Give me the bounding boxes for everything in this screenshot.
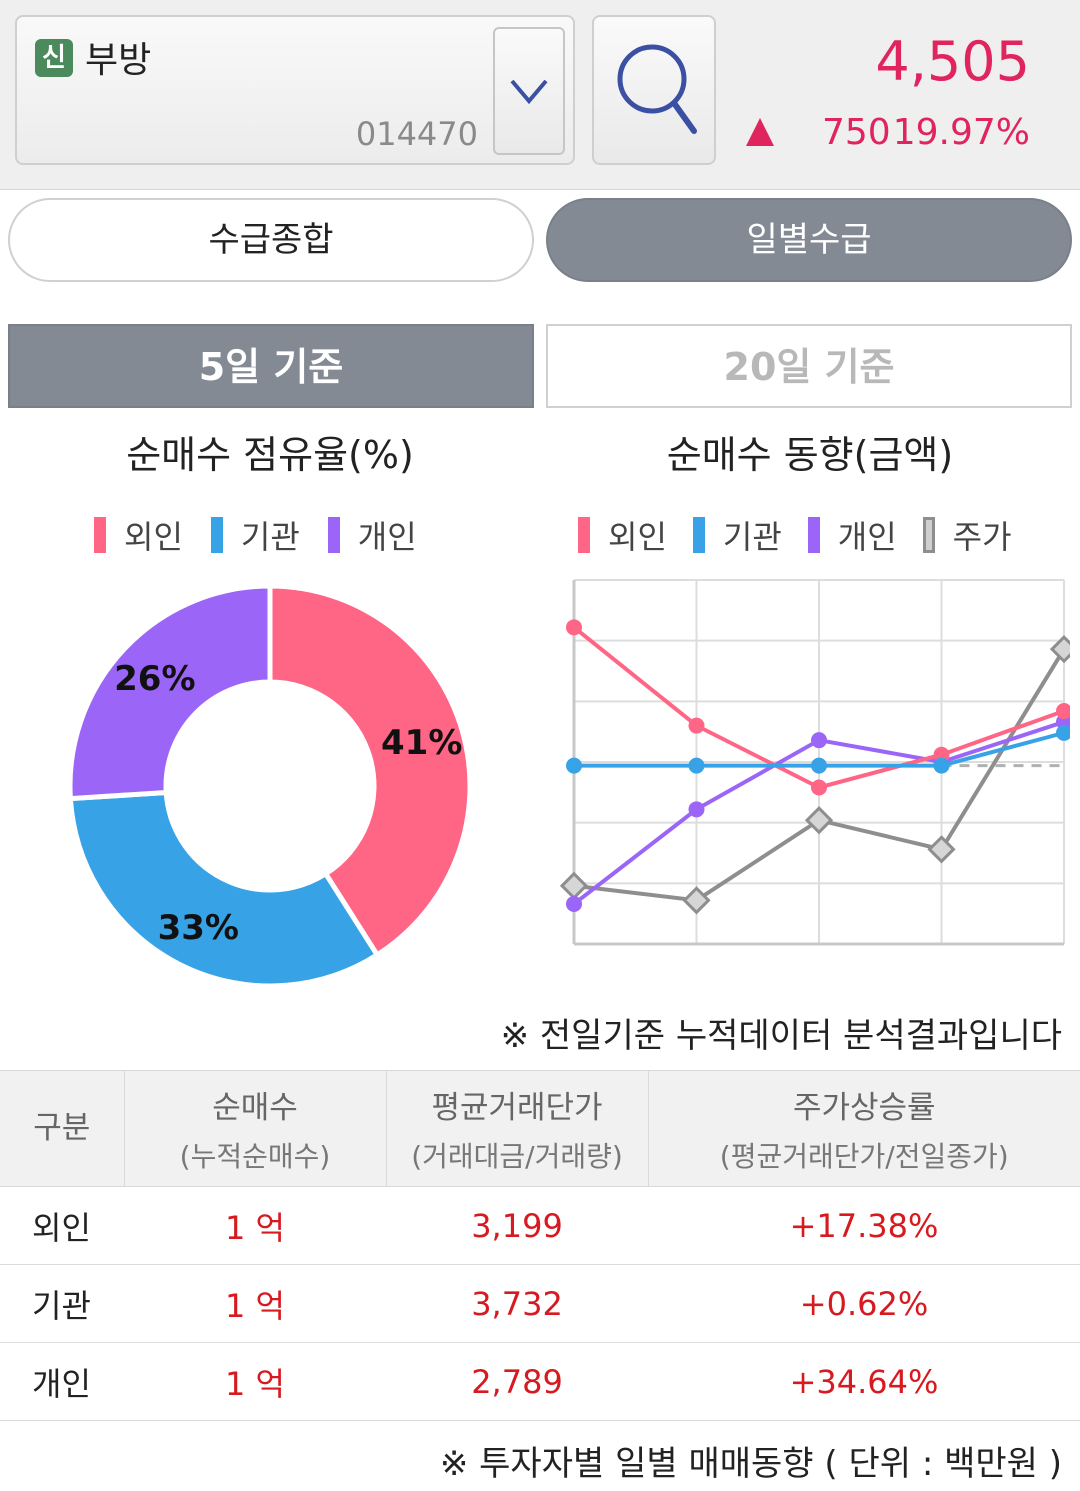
legend-swatch-stock-price [922, 517, 935, 553]
slice-institution [67, 789, 381, 989]
row-price-rate: +0.62% [648, 1264, 1080, 1343]
tab-5-day[interactable]: 5일 기준 [8, 324, 534, 408]
row-net-buy: 1 억 [124, 1342, 386, 1421]
price-change-rate: 19.97% [892, 112, 1030, 153]
legend-item-individual: 개인 [327, 512, 417, 558]
current-price: 4,505 [875, 30, 1030, 93]
slice-individual [67, 583, 273, 802]
data-point [927, 835, 956, 864]
table-row: 기관 1 억 3,732 +0.62% [0, 1264, 1080, 1343]
slice-label: 41% [381, 723, 462, 763]
legend-item-individual: 개인 [807, 512, 897, 558]
legend-swatch-foreign [578, 517, 590, 553]
data-point [811, 757, 827, 774]
data-point [804, 806, 834, 835]
trend-chart-title: 순매수 동향(금액) [666, 433, 954, 477]
legend-label: 기관 [722, 518, 782, 556]
row-avg-price: 2,789 [386, 1342, 648, 1421]
data-point [1049, 635, 1070, 664]
slice-label: 33% [158, 908, 239, 948]
row-net-buy: 1 억 [124, 1264, 386, 1343]
price-change: 750 [822, 112, 891, 153]
data-point [1056, 724, 1070, 741]
table-row: 개인 1 억 2,789 +34.64% [0, 1342, 1080, 1421]
legend-label: 기관 [240, 518, 300, 556]
share-chart-title: 순매수 점유율(%) [126, 433, 414, 477]
header-net-buy: 순매수 (누적순매수) [124, 1070, 387, 1187]
row-avg-price: 3,199 [386, 1186, 648, 1265]
data-point [682, 886, 711, 915]
legend-label: 개인 [837, 518, 897, 556]
data-point [566, 619, 582, 636]
legend-item-institution: 기관 [692, 512, 782, 558]
legend-swatch-individual [327, 517, 340, 553]
row-category: 외인 [0, 1186, 124, 1265]
row-avg-price: 3,732 [386, 1264, 648, 1343]
tab-daily-supply[interactable]: 일별수급 [546, 198, 1072, 282]
legend-swatch-foreign [94, 517, 106, 553]
trend-chart-legend: 외인 기관 개인 주가 [578, 512, 1012, 558]
legend-swatch-institution [692, 517, 705, 553]
tab-20-day[interactable]: 20일 기준 [546, 324, 1072, 408]
legend-item-institution: 기관 [210, 512, 300, 558]
row-price-rate: +34.64% [648, 1342, 1080, 1421]
header-price-rate: 주가상승률 (평균거래단가/전일종가) [648, 1070, 1080, 1187]
legend-item-stock-price: 주가 [922, 512, 1012, 558]
stock-code: 014470 [355, 115, 478, 153]
data-point [560, 871, 589, 900]
investor-table: 구분 순매수 (누적순매수) 평균거래단가 (거래대금/거래량) 주가상승률 (… [0, 1070, 1080, 1421]
share-chart-legend: 외인 기관 개인 [94, 512, 445, 558]
data-point [688, 757, 705, 774]
share-donut-chart: 41% 33% 26% [67, 583, 473, 989]
legend-label: 주가 [952, 518, 1012, 556]
row-category: 개인 [0, 1342, 124, 1421]
stock-name: 부방 [85, 40, 152, 81]
legend-swatch-institution [210, 517, 223, 553]
header-category: 구분 [0, 1070, 125, 1187]
legend-label: 개인 [357, 518, 417, 556]
row-price-rate: +17.38% [648, 1186, 1080, 1265]
data-point [566, 895, 582, 912]
stock-selector[interactable]: 신 부방 014470 [15, 15, 575, 165]
header-avg-price: 평균거래단가 (거래대금/거래량) [386, 1070, 649, 1187]
legend-swatch-individual [807, 517, 820, 553]
data-point [1056, 703, 1070, 720]
legend-label: 외인 [608, 518, 667, 556]
slice-label: 26% [114, 659, 195, 699]
table-row: 외인 1 억 3,199 +17.38% [0, 1186, 1080, 1265]
row-net-buy: 1 억 [124, 1186, 386, 1265]
stock-dropdown-button[interactable] [493, 27, 565, 155]
legend-item-foreign: 외인 [578, 512, 667, 558]
credit-badge: 신 [35, 39, 73, 77]
data-point [566, 757, 582, 774]
table-header-row: 구분 순매수 (누적순매수) 평균거래단가 (거래대금/거래량) 주가상승률 (… [0, 1070, 1080, 1187]
price-up-icon [746, 118, 774, 146]
data-point [933, 757, 950, 774]
search-button[interactable] [592, 15, 716, 165]
data-point [688, 717, 705, 734]
data-point [811, 732, 827, 749]
row-category: 기관 [0, 1264, 124, 1343]
legend-item-foreign: 외인 [94, 512, 183, 558]
search-icon [617, 44, 697, 134]
trend-line-chart [560, 579, 1070, 946]
chevron-down-icon [510, 79, 548, 105]
data-point [688, 801, 705, 818]
tab-supply-summary[interactable]: 수급종합 [8, 198, 534, 282]
slice-foreign [267, 583, 473, 959]
legend-label: 외인 [124, 518, 183, 556]
unit-note: ※ 투자자별 일별 매매동향 ( 단위 : 백만원 ) [439, 1444, 1062, 1484]
data-point [811, 779, 827, 796]
stock-header: 신 부방 014470 4,505 750 19.97% [0, 0, 1080, 190]
analysis-note: ※ 전일기준 누적데이터 분석결과입니다 [500, 1016, 1062, 1056]
